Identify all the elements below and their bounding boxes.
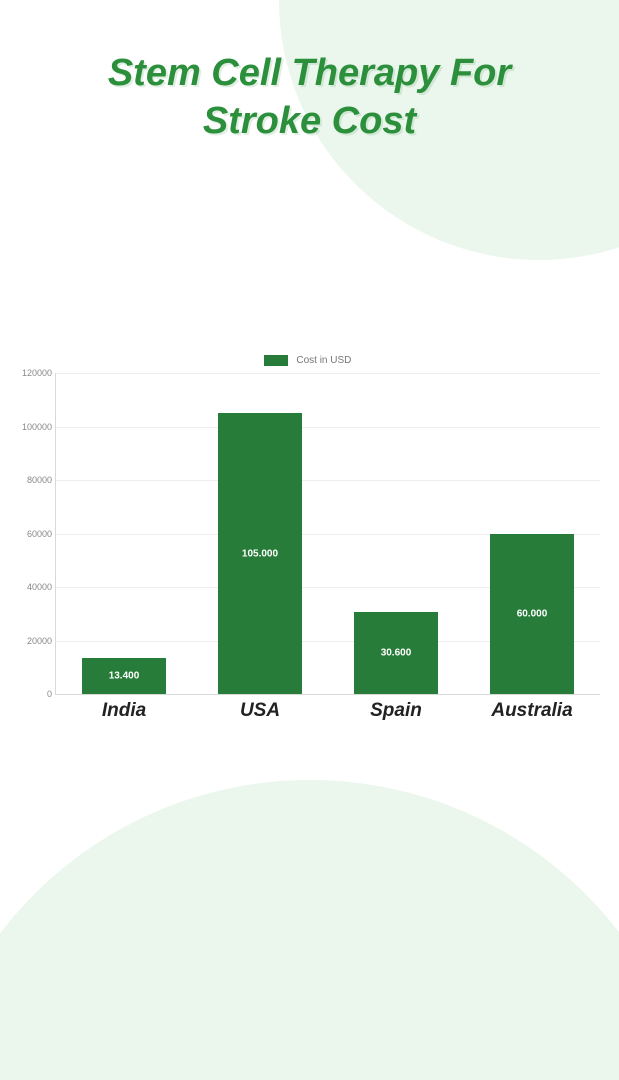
cost-chart: Cost in USD 0200004000060000800001000001… (15, 355, 600, 730)
legend-swatch (264, 355, 288, 366)
ytick-label: 120000 (16, 368, 52, 378)
bar: 60.000 (490, 534, 574, 695)
bar-value-label: 105.000 (218, 548, 302, 559)
title-line2: Stroke Cost (203, 100, 416, 142)
legend-label: Cost in USD (296, 355, 351, 366)
ytick-label: 100000 (16, 422, 52, 432)
bar-value-label: 13.400 (82, 671, 166, 682)
x-axis-label: USA (240, 700, 280, 722)
page-title: Stem Cell Therapy For Stroke Cost Stem C… (0, 0, 619, 145)
bar: 105.000 (218, 413, 302, 694)
chart-plot-area: 02000040000600008000010000012000013.400I… (55, 373, 600, 695)
bar: 13.400 (82, 658, 166, 694)
x-axis-label: India (102, 700, 146, 722)
bar: 30.600 (354, 612, 438, 694)
decor-circle-bottom (0, 780, 619, 1080)
chart-legend: Cost in USD (15, 355, 600, 366)
ytick-label: 60000 (16, 529, 52, 539)
x-axis-label: Australia (491, 700, 572, 722)
bar-value-label: 30.600 (354, 648, 438, 659)
ytick-label: 20000 (16, 636, 52, 646)
ytick-label: 80000 (16, 475, 52, 485)
grid-line (56, 373, 600, 374)
ytick-label: 40000 (16, 582, 52, 592)
ytick-label: 0 (16, 689, 52, 699)
bar-value-label: 60.000 (490, 608, 574, 619)
grid-line (56, 427, 600, 428)
grid-line (56, 480, 600, 481)
x-axis-label: Spain (370, 700, 422, 722)
title-line1: Stem Cell Therapy For (108, 52, 511, 94)
